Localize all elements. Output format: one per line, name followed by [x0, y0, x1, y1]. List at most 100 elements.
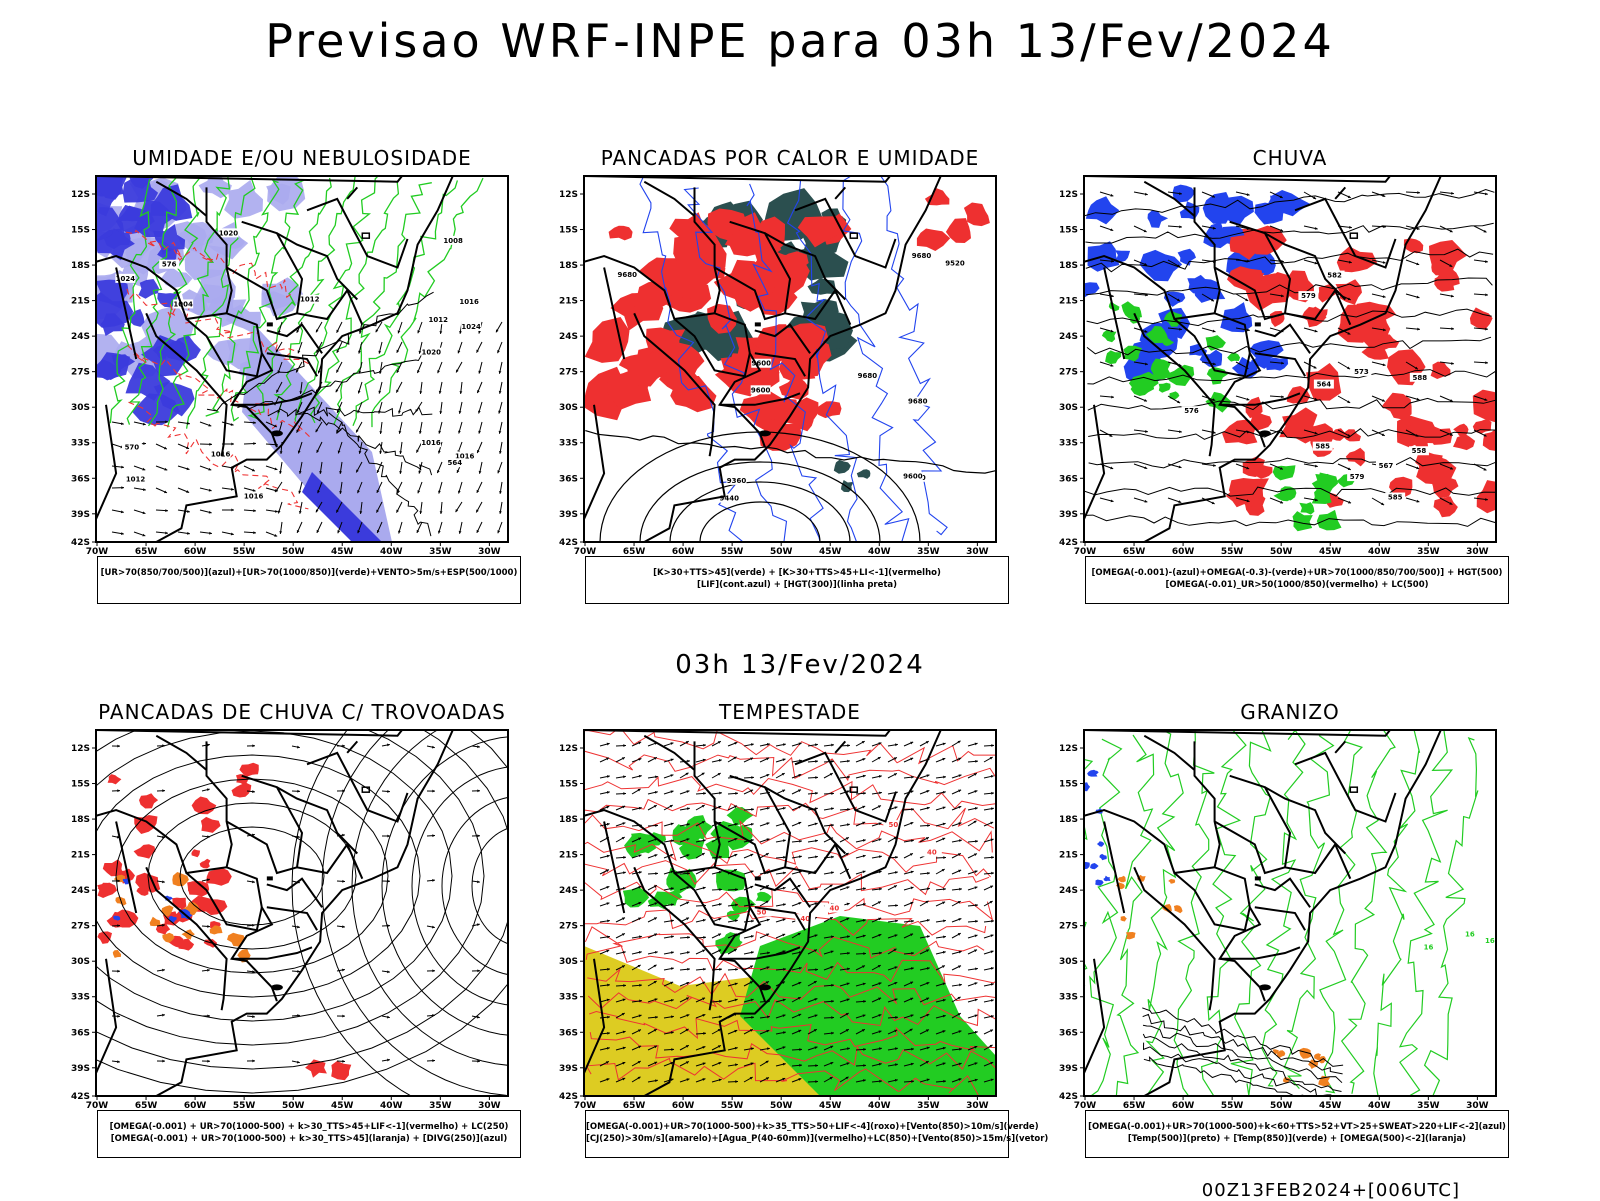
contour-label: 9680	[912, 252, 932, 260]
map-chuva: 58858558558257957957657356756455812S15S1…	[1040, 172, 1540, 562]
lat-tick-label: 27S	[1059, 368, 1078, 378]
shaded-area	[857, 469, 871, 479]
lagoon-marker	[271, 984, 283, 990]
contour-label: 573	[1354, 368, 1369, 376]
lake-marker	[755, 322, 761, 326]
shaded-area	[1077, 282, 1099, 298]
wind-arrowhead	[432, 969, 435, 972]
wind-arrowhead	[252, 790, 255, 793]
legend-line-1: [K>30+TTS>45](verde) + [K>30+TTS>45+LI<-…	[586, 567, 1008, 579]
lagoon-marker	[1259, 984, 1271, 990]
contour-line	[1255, 907, 1305, 930]
contour-line	[578, 749, 998, 784]
contour-line	[1425, 738, 1478, 1101]
island-marker	[1350, 787, 1357, 792]
contour-line	[1104, 268, 1124, 360]
contour-line	[584, 405, 604, 519]
contour-line	[1084, 726, 1446, 1096]
legend-box: [UR>70(850/700/500)](azul)+[UR>70(1000/8…	[97, 556, 521, 604]
wind-arrowhead	[207, 925, 210, 928]
wind-arrowhead	[751, 808, 754, 811]
lagoon-marker	[271, 430, 283, 436]
panel-title: PANCADAS POR CALOR E UMIDADE	[540, 146, 1040, 170]
contour-line	[1335, 187, 1345, 199]
contour-line	[1220, 947, 1300, 959]
lat-tick-label: 24S	[1059, 332, 1078, 342]
wind-arrowhead	[831, 792, 834, 795]
wind-arrowhead	[207, 1060, 210, 1063]
contour-label: 1012	[428, 316, 448, 324]
wind-arrowhead	[143, 442, 146, 445]
lat-tick-label: 30S	[1059, 403, 1078, 413]
lagoon-marker	[1259, 430, 1271, 436]
shaded-area	[1174, 905, 1183, 913]
wind-arrowhead	[751, 776, 754, 779]
lat-tick-label: 33S	[71, 439, 90, 449]
contour-line	[227, 822, 297, 874]
wind-arrowhead	[655, 872, 658, 875]
contour-label: 585	[1315, 443, 1330, 451]
wind-arrowhead	[117, 789, 120, 792]
lat-tick-label: 21S	[71, 297, 90, 307]
shaded-area	[1148, 210, 1169, 228]
island-marker	[1350, 233, 1357, 238]
wind-arrowhead	[943, 856, 946, 859]
lat-tick-label: 24S	[559, 886, 578, 896]
shaded-area	[1097, 841, 1104, 847]
contour-label: 16	[1485, 937, 1495, 945]
contour-label: 16	[1465, 930, 1475, 938]
shaded-area	[1273, 465, 1296, 480]
wind-arrowhead	[342, 1060, 345, 1063]
contour-label: 1024	[461, 323, 481, 331]
lat-tick-label: 18S	[1059, 261, 1078, 271]
contour-label: 576	[162, 261, 177, 269]
lat-tick-label: 36S	[1059, 474, 1078, 484]
wind-arrowhead	[477, 789, 480, 792]
contour-line	[579, 777, 996, 809]
lat-tick-label: 33S	[1059, 439, 1078, 449]
lat-tick-label: 27S	[559, 922, 578, 932]
shaded-area	[1227, 353, 1240, 362]
lat-tick-label: 33S	[1059, 993, 1078, 1003]
shaded-area	[1126, 932, 1136, 939]
wind-arrowhead	[162, 789, 165, 792]
wind-arrowhead	[231, 443, 234, 446]
wind-arrowhead	[432, 790, 435, 793]
shaded-area	[201, 817, 221, 833]
contour-label: 585	[1388, 494, 1403, 502]
wind-arrowhead	[252, 744, 255, 747]
lat-tick-label: 12S	[1059, 190, 1078, 200]
lat-tick-label: 39S	[559, 1064, 578, 1074]
wind-arrowhead	[847, 808, 850, 811]
contour-line	[1087, 309, 1492, 326]
contour-line	[600, 432, 920, 542]
wind-arrowhead	[975, 920, 978, 923]
legend-line-2: [OMEGA(-0.001) + UR>70(1000-500) + k>30_…	[98, 1133, 520, 1145]
lat-tick-label: 18S	[71, 815, 90, 825]
shaded-area	[609, 226, 633, 241]
lat-tick-label: 36S	[71, 1028, 90, 1038]
wind-arrowhead	[799, 840, 802, 843]
contour-label: 40	[927, 848, 937, 856]
lat-tick-label: 39S	[71, 510, 90, 520]
contour-line	[604, 822, 624, 914]
wind-arrowhead	[477, 969, 480, 972]
shaded-area	[917, 229, 950, 252]
lagoon-marker	[759, 430, 771, 436]
contour-line	[1342, 727, 1395, 1094]
lat-tick-label: 12S	[559, 190, 578, 200]
shaded-area	[191, 849, 200, 857]
contour-label: 9680	[908, 398, 928, 406]
contour-label: 1020	[422, 349, 442, 357]
wind-arrowhead	[162, 1060, 165, 1063]
shaded-area	[1103, 876, 1110, 882]
wind-arrowhead	[719, 968, 722, 971]
legend-line-2: [OMEGA(-0.01)_UR>50(1000/850)(vermelho) …	[1086, 579, 1508, 591]
shaded-area	[1102, 330, 1117, 342]
wind-arrowhead	[623, 792, 626, 795]
wind-arrowhead	[231, 509, 234, 512]
